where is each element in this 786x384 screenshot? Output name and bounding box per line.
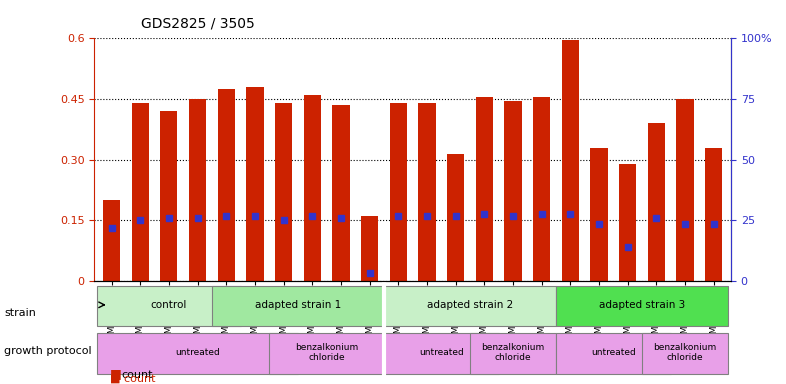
Text: ■: ■ (110, 367, 122, 380)
FancyBboxPatch shape (556, 333, 670, 374)
Bar (303, 95, 321, 281)
Bar (447, 154, 465, 281)
Bar (619, 164, 637, 281)
FancyBboxPatch shape (384, 286, 556, 326)
Bar (246, 87, 263, 281)
Bar (275, 103, 292, 281)
Bar (103, 200, 120, 281)
Text: adapted strain 1: adapted strain 1 (255, 300, 341, 310)
FancyBboxPatch shape (642, 333, 728, 374)
Bar (677, 99, 694, 281)
Bar (562, 40, 579, 281)
Bar (590, 147, 608, 281)
Bar (648, 123, 665, 281)
Text: ■ count: ■ count (110, 374, 156, 384)
Text: control: control (151, 300, 187, 310)
Bar (505, 101, 522, 281)
FancyBboxPatch shape (556, 286, 728, 326)
Bar (131, 103, 149, 281)
FancyBboxPatch shape (97, 333, 298, 374)
FancyBboxPatch shape (270, 333, 384, 374)
Text: untreated: untreated (419, 348, 464, 357)
Text: adapted strain 3: adapted strain 3 (599, 300, 685, 310)
FancyBboxPatch shape (384, 333, 498, 374)
Text: benzalkonium
chloride: benzalkonium chloride (653, 343, 717, 362)
Bar (160, 111, 178, 281)
Text: untreated: untreated (175, 348, 220, 357)
Text: growth protocol: growth protocol (4, 346, 91, 356)
Bar (332, 105, 350, 281)
Text: adapted strain 2: adapted strain 2 (427, 300, 513, 310)
Bar (476, 97, 493, 281)
Text: benzalkonium
chloride: benzalkonium chloride (295, 343, 358, 362)
FancyBboxPatch shape (212, 286, 384, 326)
FancyBboxPatch shape (470, 333, 556, 374)
Text: GDS2825 / 3505: GDS2825 / 3505 (141, 17, 255, 31)
Text: strain: strain (4, 308, 36, 318)
Text: benzalkonium
chloride: benzalkonium chloride (481, 343, 545, 362)
Bar (218, 89, 235, 281)
Text: count: count (122, 370, 153, 380)
Bar (390, 103, 407, 281)
Text: untreated: untreated (591, 348, 636, 357)
Bar (533, 97, 550, 281)
FancyBboxPatch shape (97, 286, 241, 326)
Bar (361, 216, 378, 281)
Bar (189, 99, 206, 281)
Bar (418, 103, 435, 281)
Bar (705, 147, 722, 281)
